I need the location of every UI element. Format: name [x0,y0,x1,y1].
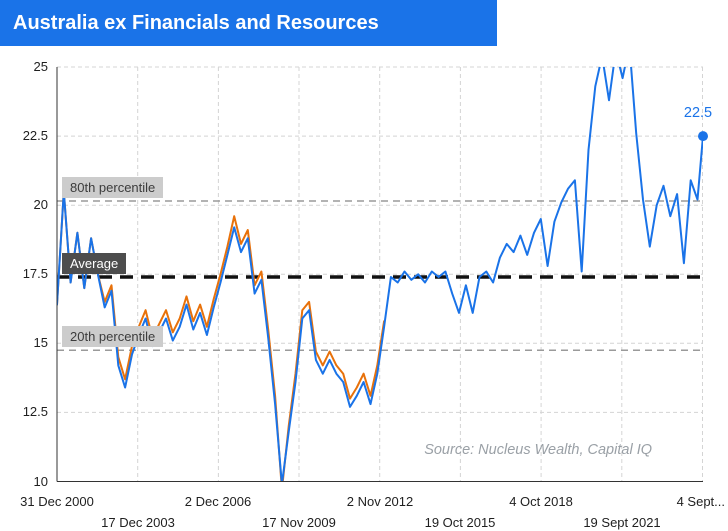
x-axis-label: 4 Oct 2018 [509,494,573,509]
y-axis-label: 15 [33,335,48,350]
x-axis-label: 2 Nov 2012 [346,494,414,509]
ref-label-20th-percentile: 20th percentile [62,326,164,347]
chart-canvas [56,66,708,482]
x-axis-label: 19 Sept 2021 [583,515,661,530]
y-axis-label: 12.5 [22,404,48,419]
x-axis-label: 17 Nov 2009 [262,515,336,530]
chart-title-bar: Australia ex Financials and Resources [0,0,497,46]
series-orange-line [57,190,386,482]
series-blue-line [57,67,703,482]
page-title: Australia ex Financials and Resources [13,12,379,34]
ref-label-average: Average [62,253,127,274]
y-axis-label: 22.5 [22,128,48,143]
x-axis-label: 2 Dec 2006 [184,494,252,509]
source-attribution: Source: Nucleus Wealth, Capital IQ [424,442,652,458]
end-value-label: 22.5 [683,105,713,121]
x-axis-label: 19 Oct 2015 [424,515,496,530]
y-axis-label: 25 [33,59,48,74]
x-axis-label: 31 Dec 2000 [20,494,94,509]
y-axis-label: 10 [33,474,48,489]
x-axis-label: 17 Dec 2003 [101,515,175,530]
end-point-marker [698,131,708,142]
chart-plot-area: 80th percentile Average 20th percentile … [0,46,728,531]
ref-label-80th-percentile: 80th percentile [62,177,164,198]
y-axis-label: 20 [33,197,48,212]
x-axis-label: 4 Sept... [676,494,725,509]
y-axis-label: 17.5 [22,266,48,281]
